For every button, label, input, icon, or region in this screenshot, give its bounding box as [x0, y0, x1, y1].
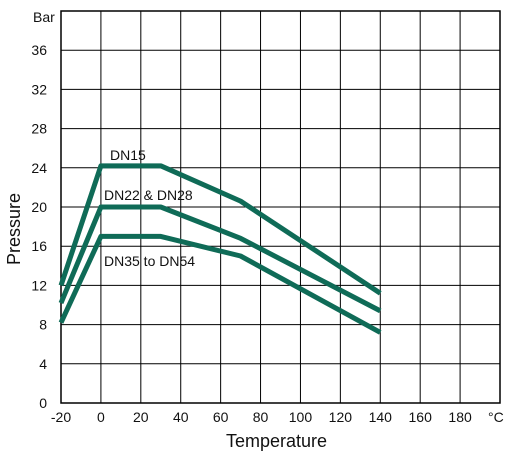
y-tick-labels: 0 4 8 12 16 20 24 28 32 36 — [31, 42, 47, 411]
series-line — [58, 204, 382, 314]
x-tick-label: 160 — [409, 409, 433, 425]
series-label: DN35 to DN54 — [104, 253, 195, 269]
x-tick-label: -20 — [51, 409, 71, 425]
y-tick-label: 16 — [31, 238, 47, 254]
x-tick-label: 0 — [97, 409, 105, 425]
series-label: DN22 & DN28 — [104, 187, 193, 203]
x-tick-label: 20 — [133, 409, 149, 425]
y-tick-label: 32 — [31, 81, 47, 97]
y-tick-label: 12 — [31, 277, 47, 293]
x-tick-label: 80 — [253, 409, 269, 425]
x-tick-labels: -20 0 20 40 60 80 100 120 140 160 180 — [51, 409, 472, 425]
y-unit-label: Bar — [33, 9, 55, 25]
y-tick-label: 20 — [31, 199, 47, 215]
y-tick-label: 24 — [31, 160, 47, 176]
y-tick-label: 0 — [39, 395, 47, 411]
x-tick-label: 120 — [329, 409, 353, 425]
y-axis-title: Pressure — [4, 193, 24, 265]
x-tick-label: 180 — [448, 409, 472, 425]
x-unit-label: °C — [488, 409, 504, 425]
grid — [61, 11, 500, 403]
x-axis-title: Temperature — [226, 431, 327, 451]
y-tick-label: 28 — [31, 121, 47, 137]
plot-frame — [60, 10, 501, 404]
series-label: DN15 — [110, 147, 146, 163]
y-tick-label: 8 — [39, 317, 47, 333]
series-line — [58, 233, 382, 335]
y-tick-label: 4 — [39, 356, 47, 372]
x-tick-label: 100 — [289, 409, 313, 425]
x-tick-label: 140 — [369, 409, 393, 425]
series-lines — [58, 163, 382, 335]
y-tick-label: 36 — [31, 42, 47, 58]
series-labels: DN15 DN22 & DN28 DN35 to DN54 — [104, 147, 195, 269]
x-tick-label: 60 — [213, 409, 229, 425]
x-tick-label: 40 — [173, 409, 189, 425]
series-line — [58, 163, 382, 296]
